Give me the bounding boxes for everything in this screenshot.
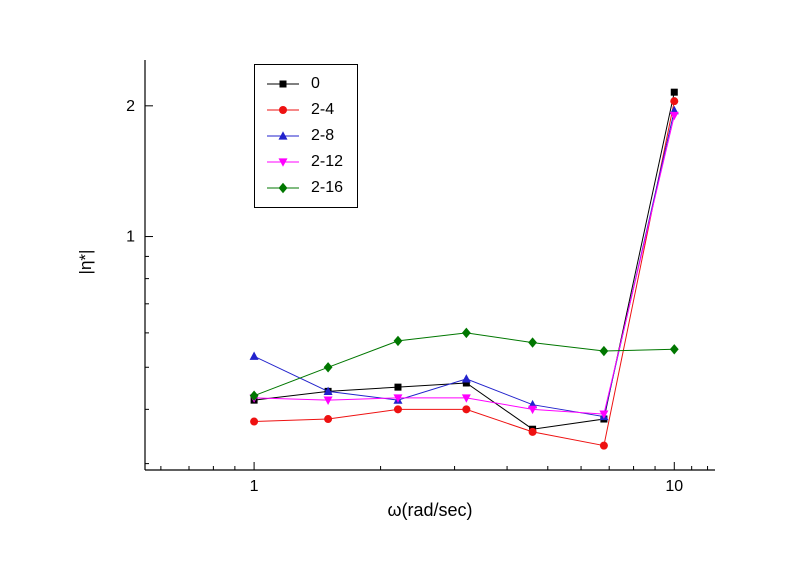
diamond-marker [461,327,471,339]
triangle-up-marker [323,386,333,395]
x-tick-label: 1 [250,478,259,495]
square-marker [394,383,402,391]
diamond-marker [528,337,537,348]
triangle-down-marker [278,158,288,167]
triangle-up-marker [278,131,288,140]
x-tick-label: 10 [665,478,683,495]
triangle-down-marker [393,394,403,403]
legend-label: 2-4 [311,101,335,118]
legend-item: 2-12 [263,149,343,175]
circle-marker [462,405,471,414]
square-marker [670,88,678,96]
diamond-marker [669,344,679,355]
y-tick-label: 1 [126,229,135,246]
legend-marker [267,80,299,88]
legend-label: 2-12 [311,153,344,170]
circle-marker [324,415,333,424]
legend-marker [267,131,299,140]
diamond-marker [278,182,288,194]
triangle-down-marker [461,394,471,403]
square-marker [279,80,287,88]
circle-marker [279,106,287,114]
legend-marker [267,158,299,167]
y-tick-label: 2 [126,98,135,115]
diamond-marker [249,390,259,401]
circle-marker [670,97,679,106]
circle-marker [599,441,608,450]
triangle-down-marker [599,410,609,419]
diamond-marker [323,362,333,373]
diamond-marker [393,335,403,347]
legend-label: 2-8 [311,127,335,144]
legend-item: 0 [263,71,343,97]
y-axis-label: |η*| [76,249,95,275]
legend-item: 2-4 [263,97,343,123]
legend-marker [267,106,299,114]
circle-marker [528,427,537,436]
diamond-marker [599,345,609,357]
legend-item: 2-16 [263,175,343,201]
triangle-down-marker [528,405,538,415]
circle-marker [393,405,402,414]
legend: 0 2-4 2-8 2-12 2-16 [254,64,359,208]
x-axis-label: ω(rad/sec) [387,500,473,520]
legend-marker [267,182,299,194]
legend-label: 0 [311,75,320,92]
legend-label: 2-16 [311,179,344,196]
triangle-up-marker [461,374,471,383]
triangle-up-marker [249,351,259,360]
triangle-down-marker [669,111,679,121]
circle-marker [250,417,259,426]
legend-item: 2-8 [263,123,343,149]
triangle-down-marker [323,396,333,405]
square-marker [462,379,470,387]
